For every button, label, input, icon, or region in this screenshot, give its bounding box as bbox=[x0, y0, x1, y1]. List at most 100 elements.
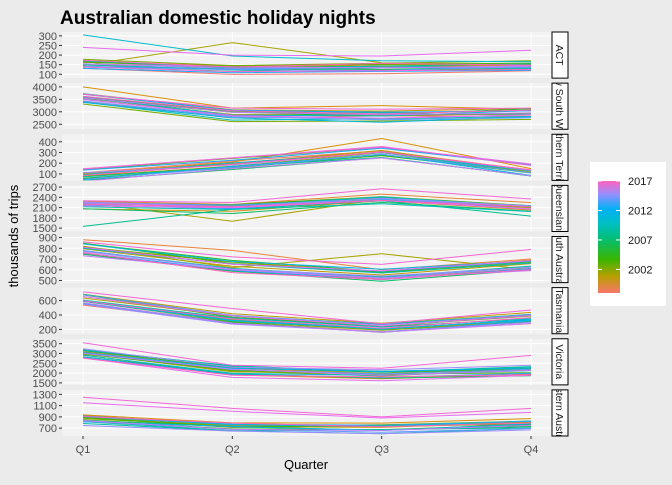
series-line-2010 bbox=[82, 421, 532, 432]
legend-label: 2007 bbox=[628, 235, 652, 247]
y-tick-label: 3500 bbox=[33, 339, 57, 351]
series-line-2012 bbox=[82, 294, 532, 326]
strip-background bbox=[551, 31, 569, 79]
y-tick-label: 4000 bbox=[33, 82, 57, 94]
series-group bbox=[82, 239, 532, 282]
series-line-2016 bbox=[82, 291, 532, 325]
series-line-2013 bbox=[82, 425, 532, 435]
series-line-2010 bbox=[82, 352, 532, 372]
series-group bbox=[82, 396, 532, 435]
strip-label: New South Wales bbox=[553, 65, 565, 148]
series-line-2016 bbox=[82, 396, 532, 418]
series-line-2016 bbox=[82, 145, 532, 170]
series-line-1999 bbox=[82, 239, 532, 271]
series-line-2015 bbox=[82, 46, 532, 57]
y-tick-label: 1100 bbox=[33, 401, 57, 413]
y-tick-label: 200 bbox=[39, 50, 57, 62]
series-line-2016 bbox=[82, 188, 532, 204]
x-tick-label: Q3 bbox=[374, 444, 389, 456]
strip-label: Western Australia bbox=[553, 372, 565, 454]
y-tick-label: 300 bbox=[39, 147, 57, 159]
series-line-2009 bbox=[82, 96, 532, 117]
y-tick-label: 700 bbox=[39, 254, 57, 266]
strip-background bbox=[551, 338, 569, 386]
legend-label: 2017 bbox=[628, 176, 652, 188]
series-line-2009 bbox=[82, 34, 532, 63]
y-tick-label: 3000 bbox=[33, 348, 57, 360]
y-tick-label: 800 bbox=[39, 243, 57, 255]
strip-label: Victoria bbox=[553, 344, 565, 379]
strip-label: Queensland bbox=[553, 180, 565, 237]
y-tick-label: 2400 bbox=[33, 192, 57, 204]
series-line-2014 bbox=[87, 157, 532, 181]
series-group bbox=[82, 137, 532, 181]
series-line-2013 bbox=[82, 250, 532, 277]
x-axis-ticks: Q1 Q2 Q3 Q4 bbox=[76, 436, 539, 456]
series-line-2012 bbox=[82, 65, 532, 71]
y-tick-label: 2000 bbox=[33, 368, 57, 380]
series-line-2015 bbox=[82, 99, 532, 119]
y-tick-label: 3000 bbox=[33, 107, 57, 119]
series-group bbox=[82, 342, 532, 382]
series-line-2001 bbox=[82, 293, 532, 324]
series-line-2014 bbox=[82, 352, 532, 376]
series-group bbox=[82, 86, 532, 123]
series-line-2013 bbox=[82, 348, 532, 371]
series-line-2016 bbox=[82, 342, 532, 369]
series-line-2011 bbox=[82, 147, 532, 171]
series-line-2015 bbox=[82, 357, 532, 382]
y-tick-label: 400 bbox=[39, 137, 57, 149]
strip-background bbox=[551, 236, 569, 284]
y-tick-label: 2500 bbox=[33, 119, 57, 131]
series-line-2017 bbox=[82, 252, 532, 281]
series-line-2016 bbox=[82, 93, 532, 110]
series-line-2010 bbox=[82, 300, 532, 330]
strip-background bbox=[551, 82, 569, 130]
series-line-2010 bbox=[82, 101, 532, 123]
series-line-2007 bbox=[82, 200, 532, 227]
legend-colorbar bbox=[598, 181, 620, 293]
y-tick-label: 3500 bbox=[33, 94, 57, 106]
strip-label: Northern Territory bbox=[553, 117, 565, 199]
y-tick-label: 400 bbox=[39, 310, 57, 322]
series-line-2000 bbox=[82, 86, 532, 110]
series-line-2000 bbox=[82, 200, 532, 212]
strip-label: ACT bbox=[553, 45, 565, 67]
series-line-2016 bbox=[82, 241, 532, 265]
legend: 2017 2012 2007 2002 bbox=[590, 162, 666, 306]
series-line-2012 bbox=[82, 100, 532, 121]
series-line-2015 bbox=[82, 296, 532, 327]
series-line-2003 bbox=[82, 58, 532, 67]
x-axis-label: Quarter bbox=[284, 457, 329, 472]
y-tick-label: 500 bbox=[39, 275, 57, 287]
strip-background bbox=[551, 184, 569, 232]
y-tick-label: 1800 bbox=[33, 213, 57, 225]
y-tick-label: 1300 bbox=[33, 389, 57, 401]
series-group bbox=[82, 188, 532, 227]
series-line-2001 bbox=[82, 248, 532, 276]
legend-label: 2002 bbox=[628, 264, 652, 276]
strip-background bbox=[551, 287, 569, 335]
y-tick-label: 2500 bbox=[33, 358, 57, 370]
series-line-2014 bbox=[82, 63, 532, 69]
legend-labels: 2017 2012 2007 2002 bbox=[598, 176, 652, 276]
y-tick-label: 1500 bbox=[33, 223, 57, 235]
x-tick-label: Q4 bbox=[524, 444, 539, 456]
series-line-2008 bbox=[82, 203, 532, 213]
y-axis-label: thousands of trips bbox=[6, 184, 21, 287]
series-line-2017 bbox=[82, 59, 532, 68]
y-tick-label: 300 bbox=[39, 31, 57, 43]
panel-5: 200 400 600 Tasmania bbox=[39, 287, 569, 336]
chart-title: Australian domestic holiday nights bbox=[60, 8, 376, 29]
strip-background bbox=[551, 389, 569, 437]
series-line-2017 bbox=[82, 357, 532, 378]
y-tick-label: 100 bbox=[39, 169, 57, 181]
y-tick-label: 150 bbox=[39, 60, 57, 72]
strip-background bbox=[551, 133, 569, 181]
